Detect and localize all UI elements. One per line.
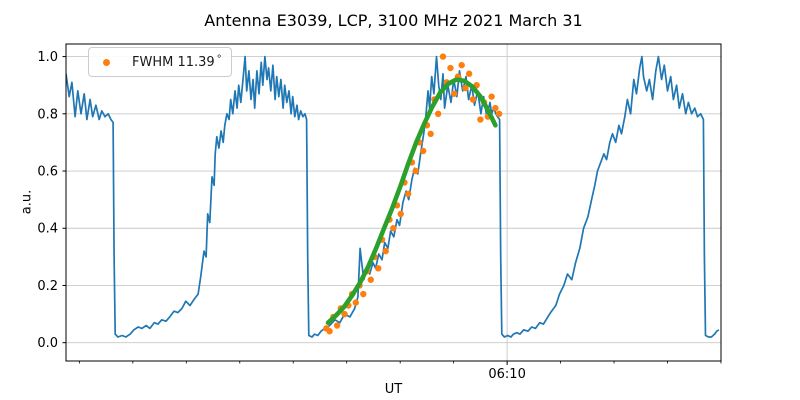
y-tick-label: 0.8 <box>37 107 58 122</box>
scatter-point <box>360 290 367 298</box>
y-tick-label: 0.0 <box>37 336 58 351</box>
y-tick-label: 0.2 <box>37 279 58 294</box>
scatter-point <box>462 84 469 92</box>
scatter-point <box>326 328 333 335</box>
x-axis-label: UT <box>384 382 403 397</box>
scatter-point <box>477 116 484 123</box>
scatter-point <box>352 299 360 306</box>
scatter-point <box>488 93 495 100</box>
scatter-point <box>427 130 434 138</box>
scatter-point <box>367 276 374 283</box>
plot-border <box>65 43 722 362</box>
y-axis-label: a.u. <box>19 189 35 215</box>
scatter-point <box>341 310 348 318</box>
legend-label: FWHM 11.39 ° <box>132 54 222 70</box>
scatter-point <box>465 70 473 77</box>
scatter-point <box>405 190 412 198</box>
scatter-point <box>382 247 389 255</box>
degree-symbol: ° <box>216 54 222 66</box>
scatter-point <box>390 225 397 232</box>
scatter-point <box>434 110 442 118</box>
scatter-point <box>450 90 458 97</box>
scatter-point <box>458 61 465 69</box>
scatter-point <box>333 322 341 329</box>
legend: FWHM 11.39 ° <box>88 47 232 77</box>
fit-line <box>325 77 498 326</box>
legend-marker-dot <box>103 58 110 66</box>
scatter-point <box>397 210 404 218</box>
scatter-point <box>495 110 503 118</box>
signal-line <box>66 55 720 338</box>
scatter-point <box>412 167 419 175</box>
scatter-point <box>447 64 454 72</box>
scatter-point <box>469 96 477 103</box>
scatter-point <box>419 147 427 155</box>
x-tick-label: 06:10 <box>488 367 525 382</box>
y-tick-label: 1.0 <box>37 50 58 65</box>
chart-title: Antenna E3039, LCP, 3100 MHz 2021 March … <box>204 11 583 30</box>
y-tick-label: 0.6 <box>37 165 58 180</box>
scatter-point <box>492 104 499 112</box>
y-tick-label: 0.4 <box>37 222 58 237</box>
scatter-point <box>439 53 447 60</box>
scatter-point <box>375 265 382 272</box>
